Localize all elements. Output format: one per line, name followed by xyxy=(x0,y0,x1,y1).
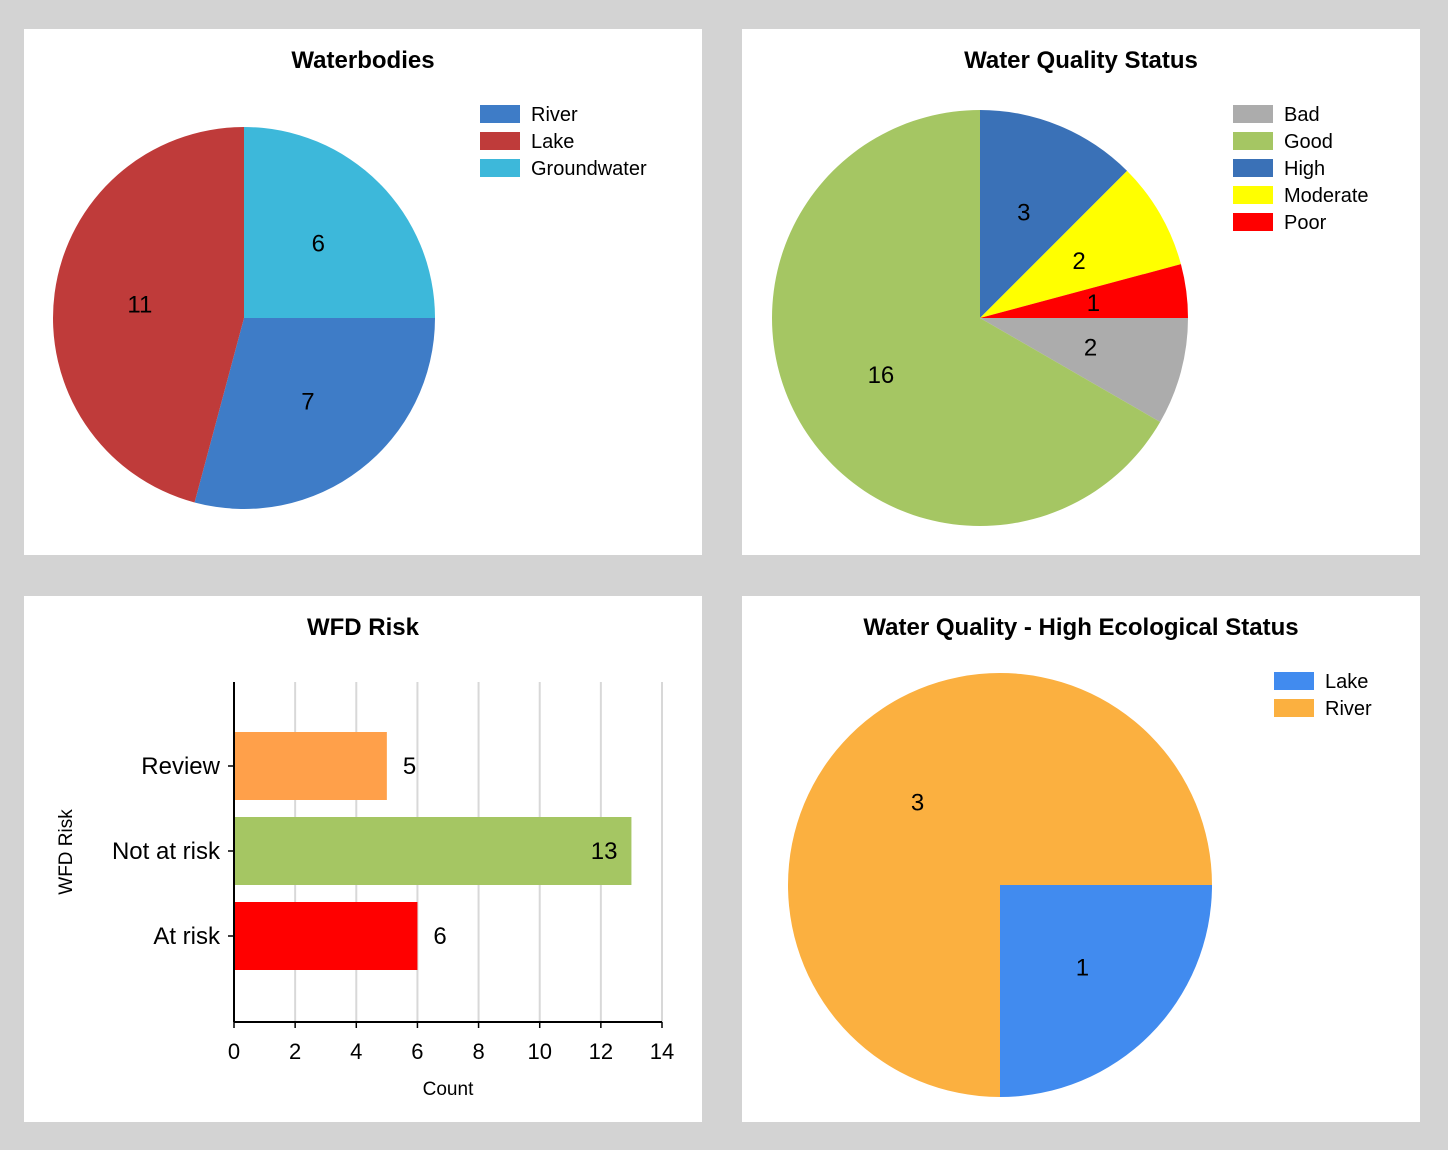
x-tick-label: 12 xyxy=(589,1039,613,1064)
pie-slice-river xyxy=(194,318,435,509)
legend-swatch-good xyxy=(1233,132,1273,150)
wfd-risk-chart-panel: WFD Risk 5 13 6 0 2 4 6 8 10 12 14 Review Not at ri… xyxy=(24,596,702,1122)
legend-label-river: River xyxy=(531,104,578,126)
x-tick-label: 4 xyxy=(350,1039,362,1064)
x-tick-label: 2 xyxy=(289,1039,301,1064)
x-tick-label: 0 xyxy=(228,1039,240,1064)
legend-label-high: High xyxy=(1284,158,1325,180)
legend-swatch-bad xyxy=(1233,105,1273,123)
data-label-not-at-risk: 13 xyxy=(591,838,618,865)
data-label-river: 3 xyxy=(911,790,924,817)
legend-swatch-groundwater xyxy=(480,159,520,177)
chart-title: Water Quality Status xyxy=(964,47,1198,74)
data-label-moderate: 2 xyxy=(1072,248,1085,275)
pie-slice-high xyxy=(980,110,1128,318)
pie-slice-lake xyxy=(1000,885,1212,1097)
data-label-lake: 1 xyxy=(1076,954,1089,981)
legend-label-moderate: Moderate xyxy=(1284,185,1369,207)
x-tick-label: 8 xyxy=(472,1039,484,1064)
waterbodies-chart-panel: Waterbodies 6 7 11 River Lake Groundwater xyxy=(24,29,702,555)
x-axis-title: Count xyxy=(423,1079,474,1100)
pie-slice-moderate xyxy=(980,170,1181,318)
legend-swatch-moderate xyxy=(1233,186,1273,204)
legend-label-groundwater: Groundwater xyxy=(531,158,647,180)
data-label-high: 3 xyxy=(1017,199,1030,226)
data-label-groundwater: 6 xyxy=(312,231,325,258)
legend-label-bad: Bad xyxy=(1284,104,1320,126)
pie-slice-good xyxy=(772,110,1161,526)
legend-swatch-high xyxy=(1233,159,1273,177)
data-label-bad: 2 xyxy=(1084,335,1097,362)
pie-slice-bad xyxy=(980,318,1188,422)
waterbodies-chart: Waterbodies 6 7 11 River Lake Groundwater xyxy=(52,47,647,509)
y-tick-label-at-risk: At risk xyxy=(153,923,221,950)
chart-title: WFD Risk xyxy=(307,614,420,641)
x-tick-label: 6 xyxy=(411,1039,423,1064)
legend-swatch-lake xyxy=(1274,672,1314,690)
x-tick-label: 14 xyxy=(650,1039,674,1064)
high-ecological-status-chart: Water Quality - High Ecological Status 1… xyxy=(788,614,1372,1097)
x-tick-label: 10 xyxy=(527,1039,551,1064)
water-quality-status-chart-panel: Water Quality Status 3 2 1 2 16 Bad Good High M… xyxy=(742,29,1420,555)
pie-slice-groundwater xyxy=(244,127,435,318)
y-axis-title: WFD Risk xyxy=(56,809,77,895)
wfd-risk-chart: WFD Risk 5 13 6 0 2 4 6 8 10 12 14 Review Not at ri… xyxy=(56,614,674,1100)
data-label-lake: 11 xyxy=(127,291,152,318)
legend: Lake River xyxy=(1274,671,1372,720)
data-label-at-risk: 6 xyxy=(433,923,446,950)
pie-slice-poor xyxy=(980,264,1188,318)
legend-swatch-river xyxy=(480,105,520,123)
legend-swatch-poor xyxy=(1233,213,1273,231)
bar-review xyxy=(235,732,387,800)
bar-not-at-risk xyxy=(235,817,632,885)
legend-label-poor: Poor xyxy=(1284,212,1327,234)
bar-at-risk xyxy=(235,902,418,970)
legend-label-river: River xyxy=(1325,698,1372,720)
pie-slice-lake xyxy=(52,126,244,503)
legend: Bad Good High Moderate Poor xyxy=(1233,104,1369,234)
high-ecological-status-chart-panel: Water Quality - High Ecological Status 1… xyxy=(742,596,1420,1122)
y-tick-label-review: Review xyxy=(141,753,220,780)
data-label-review: 5 xyxy=(403,753,416,780)
chart-title: Water Quality - High Ecological Status xyxy=(863,614,1298,641)
data-label-river: 7 xyxy=(301,388,314,415)
data-label-good: 16 xyxy=(868,362,895,389)
legend-swatch-lake xyxy=(480,132,520,150)
legend-label-lake: Lake xyxy=(531,131,574,153)
legend: River Lake Groundwater xyxy=(480,104,647,180)
pie-slice-river xyxy=(788,673,1212,1097)
legend-swatch-river xyxy=(1274,699,1314,717)
legend-label-lake: Lake xyxy=(1325,671,1368,693)
data-label-poor: 1 xyxy=(1087,290,1100,317)
y-tick-label-not-at-risk: Not at risk xyxy=(112,838,221,865)
legend-label-good: Good xyxy=(1284,131,1333,153)
chart-title: Waterbodies xyxy=(291,47,434,74)
